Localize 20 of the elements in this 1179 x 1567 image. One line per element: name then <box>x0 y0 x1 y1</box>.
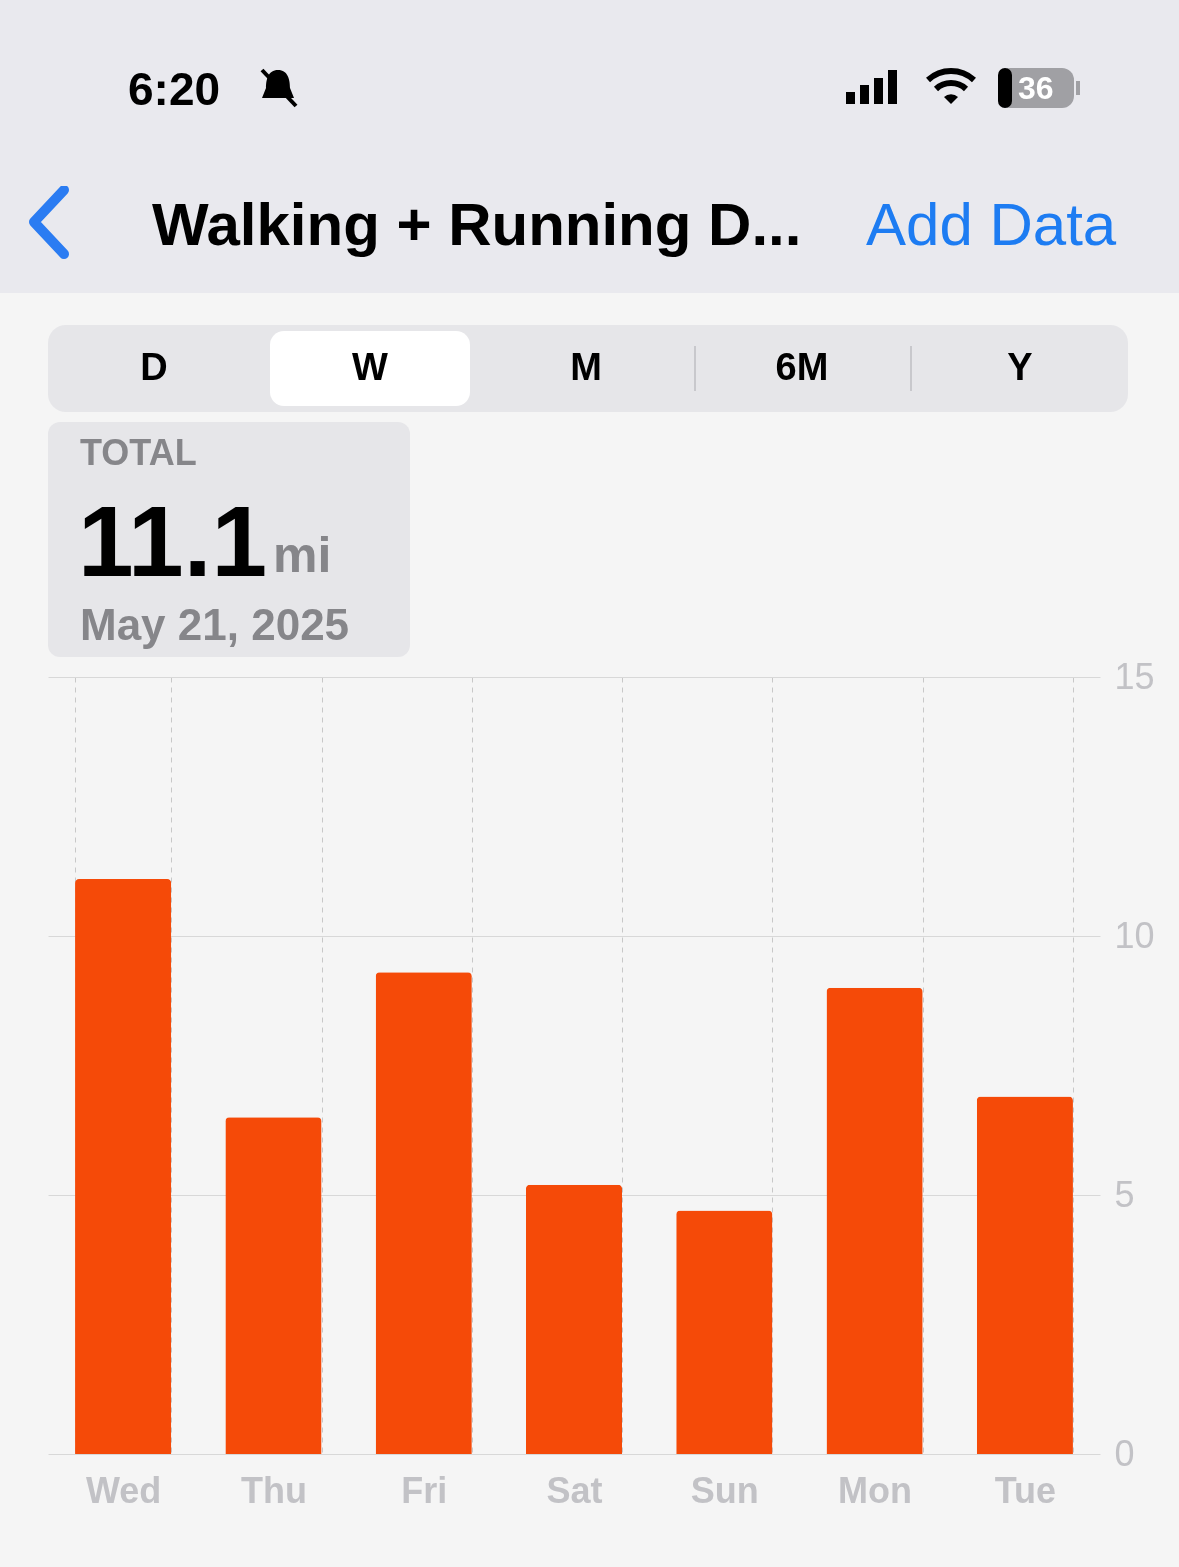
bar <box>676 1210 773 1454</box>
text: 11.1 <box>78 484 268 599</box>
text: 6M <box>775 346 829 389</box>
text: May 21, 2025 <box>80 600 350 650</box>
text: 6:20 <box>128 62 221 116</box>
bar <box>826 987 923 1454</box>
text: D <box>140 346 168 389</box>
bar <box>75 879 172 1454</box>
text: 36 <box>1018 70 1054 107</box>
bar <box>525 1184 623 1454</box>
text: Y <box>1007 346 1033 389</box>
text: TOTAL <box>80 432 197 474</box>
chart-title: Walking + Running D... <box>152 190 802 259</box>
text: W <box>352 346 388 389</box>
text: mi <box>273 526 332 584</box>
bar <box>225 1117 322 1454</box>
text: M <box>570 346 602 389</box>
text: Add Data <box>866 190 1117 259</box>
bar <box>375 972 472 1454</box>
bar <box>976 1096 1073 1454</box>
